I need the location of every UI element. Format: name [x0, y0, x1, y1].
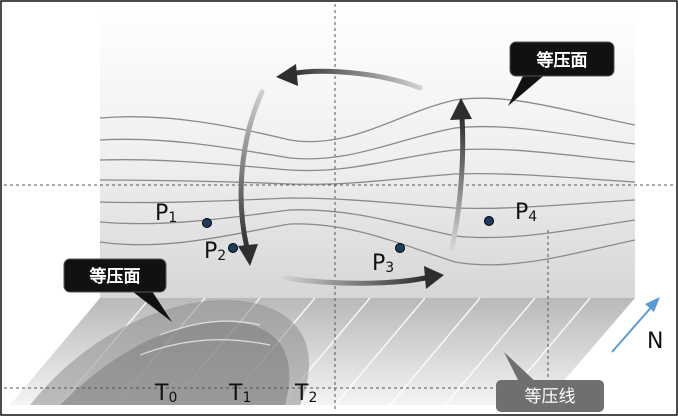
arrow-right-ascending: [449, 115, 466, 251]
temp-t1-label: T1: [228, 381, 251, 406]
circulation-arrows: [238, 64, 472, 289]
north-label: N: [647, 329, 663, 354]
arrow-lower-eastward: [282, 275, 428, 286]
temp-t0-label: T0: [154, 381, 177, 406]
isobar-callout: 等压线: [496, 352, 604, 412]
arrow-head-left: [238, 244, 258, 266]
point-p1-label: P1: [155, 201, 177, 226]
north-indicator: N: [611, 297, 663, 354]
north-arrow-icon: [611, 302, 656, 353]
point-p2-label: P2: [204, 239, 226, 264]
arrow-head-lower: [424, 266, 444, 289]
isobaric-lines: [99, 97, 636, 266]
arrow-upper-westward: [287, 68, 423, 91]
lower-surface-callout-text: 等压面: [90, 266, 141, 287]
isobar-callout-text: 等压线: [525, 387, 576, 407]
lower-surface-callout: 等压面: [63, 258, 172, 322]
point-p1-dot: [202, 218, 212, 228]
arrow-left-descending: [238, 89, 265, 251]
upper-surface-callout-text: 等压面: [537, 50, 588, 71]
point-p4-label: P4: [515, 200, 537, 225]
temp-t2-label: T2: [294, 381, 317, 406]
lower-isobaric-surface: [30, 300, 310, 405]
point-p4-dot: [484, 216, 494, 226]
point-p2-dot: [228, 243, 238, 253]
point-p3-dot: [395, 243, 405, 253]
arrow-head-right: [450, 98, 472, 120]
arrow-head-upper: [276, 64, 298, 86]
point-p3-label: P3: [372, 251, 394, 276]
temperature-labels: T0 T1 T2: [154, 381, 317, 406]
pressure-points: P1 P2 P3 P4: [155, 200, 537, 276]
upper-surface-callout: 等压面: [508, 41, 615, 106]
